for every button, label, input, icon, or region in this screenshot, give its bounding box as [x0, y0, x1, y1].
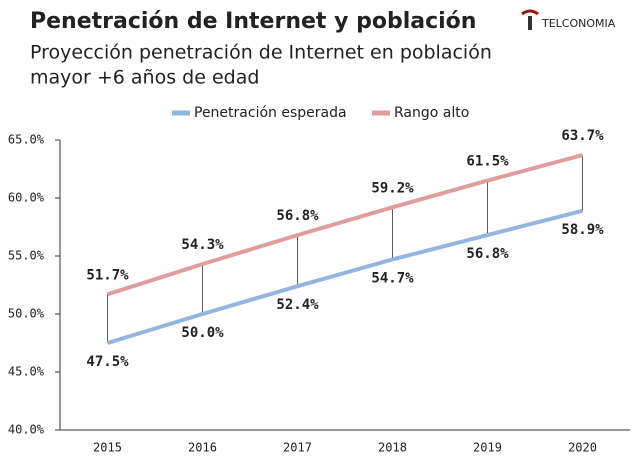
y-tick-label: 60.0% [8, 191, 45, 205]
data-label: 58.9% [561, 222, 604, 238]
subtitle: Proyección penetración de Internet en po… [30, 42, 492, 64]
logo-icon [528, 16, 532, 30]
data-label: 59.2% [371, 180, 414, 196]
y-tick-label: 45.0% [8, 365, 45, 379]
data-label: 52.4% [276, 297, 319, 313]
data-label: 56.8% [466, 246, 509, 262]
data-label: 56.8% [276, 208, 319, 224]
x-tick-label: 2018 [378, 441, 407, 455]
legend-label: Rango alto [394, 105, 469, 121]
legend-label: Penetración esperada [194, 105, 347, 121]
data-label: 50.0% [181, 325, 224, 341]
x-tick-label: 2020 [568, 441, 597, 455]
y-tick-label: 65.0% [8, 133, 45, 147]
x-tick-label: 2019 [473, 441, 502, 455]
y-tick-label: 55.0% [8, 249, 45, 263]
y-tick-label: 50.0% [8, 307, 45, 321]
data-label: 54.7% [371, 270, 414, 286]
x-tick-label: 2017 [283, 441, 312, 455]
data-label: 51.7% [86, 267, 129, 283]
data-label: 47.5% [86, 354, 129, 370]
y-tick-label: 40.0% [8, 423, 45, 437]
chart-title: Penetración de Internet y población [30, 9, 476, 34]
x-tick-label: 2016 [188, 441, 217, 455]
subtitle: mayor +6 años de edad [30, 67, 259, 89]
x-tick-label: 2015 [93, 441, 122, 455]
data-label: 61.5% [466, 154, 509, 170]
logo-icon [521, 9, 539, 16]
brand: TELCONOMIA [541, 17, 616, 30]
series-line [106, 153, 584, 297]
data-label: 54.3% [181, 237, 224, 253]
series-line [106, 208, 583, 345]
logo: TELCONOMIA [521, 9, 616, 30]
data-label: 63.7% [561, 128, 604, 144]
